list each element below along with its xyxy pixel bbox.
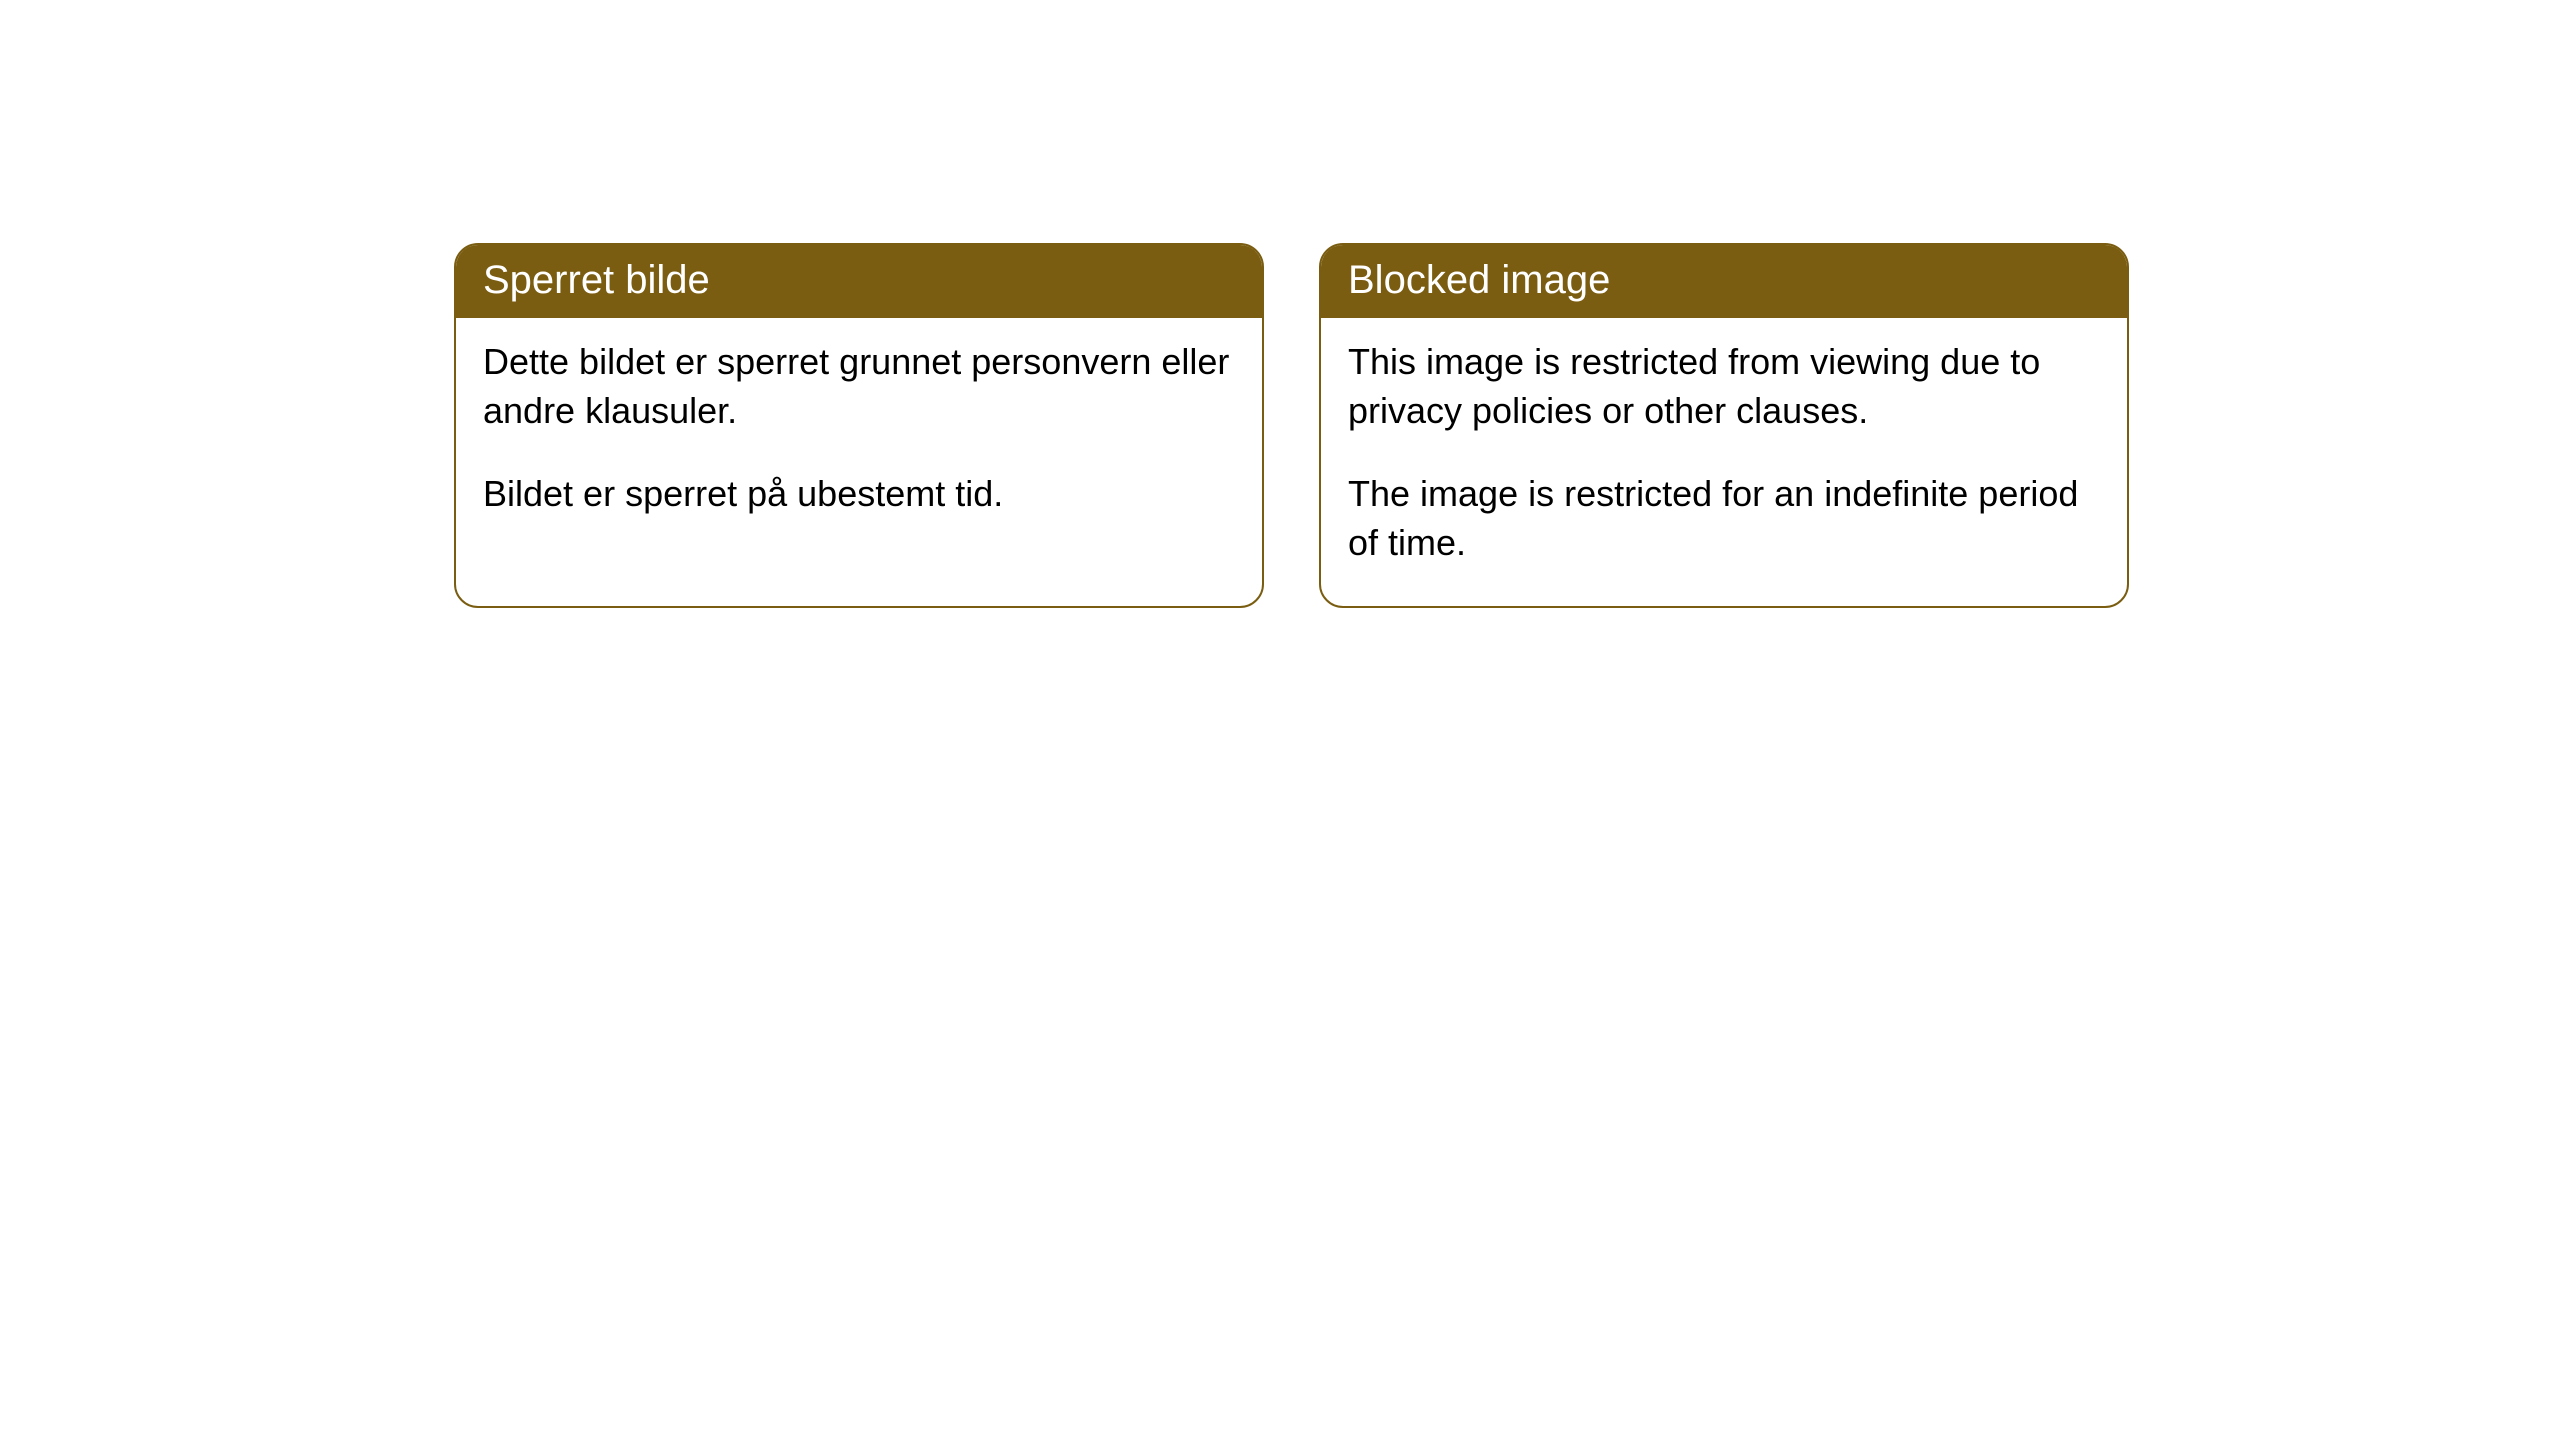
card-header: Sperret bilde [456,245,1262,318]
card-paragraph: Dette bildet er sperret grunnet personve… [483,338,1235,436]
blocked-image-card-norwegian: Sperret bilde Dette bildet er sperret gr… [454,243,1264,608]
card-body: This image is restricted from viewing du… [1321,318,2127,606]
notice-cards-container: Sperret bilde Dette bildet er sperret gr… [454,243,2129,608]
card-paragraph: This image is restricted from viewing du… [1348,338,2100,436]
blocked-image-card-english: Blocked image This image is restricted f… [1319,243,2129,608]
card-title: Blocked image [1348,258,1610,302]
card-header: Blocked image [1321,245,2127,318]
card-body: Dette bildet er sperret grunnet personve… [456,318,1262,557]
card-paragraph: The image is restricted for an indefinit… [1348,470,2100,568]
card-title: Sperret bilde [483,258,710,302]
card-paragraph: Bildet er sperret på ubestemt tid. [483,470,1235,519]
